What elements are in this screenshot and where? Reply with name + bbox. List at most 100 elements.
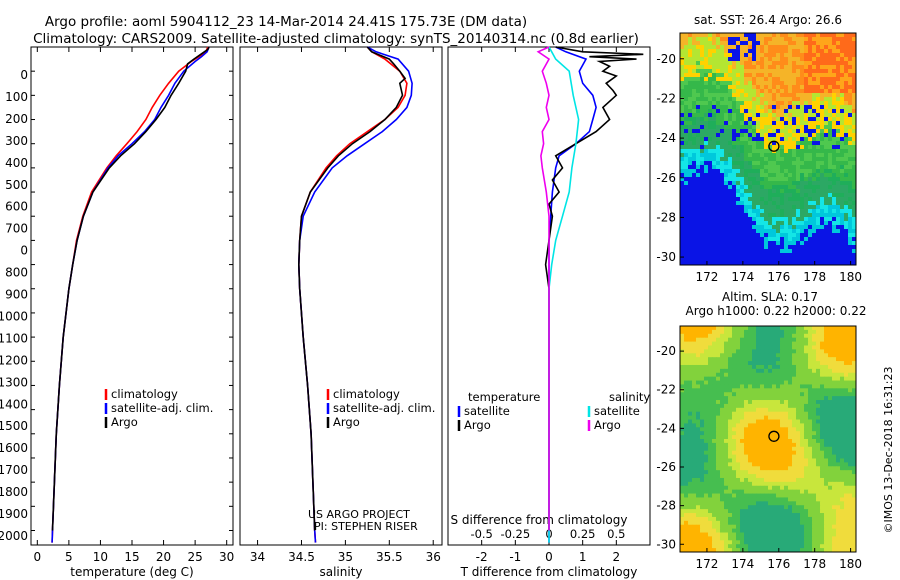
- map-cell: [736, 241, 741, 246]
- map-cell: [824, 125, 829, 130]
- map-cell: [748, 353, 753, 358]
- map-cell: [720, 133, 725, 138]
- map-cell: [720, 221, 725, 226]
- map-cell: [816, 423, 821, 428]
- map-cell: [800, 65, 805, 70]
- map-cell: [780, 333, 785, 339]
- map-cell: [772, 384, 777, 389]
- map-cell: [740, 376, 745, 381]
- map-cell: [832, 253, 837, 258]
- map-cell: [692, 61, 697, 66]
- map-cell: [788, 225, 793, 230]
- map-cell: [688, 481, 693, 487]
- map-cell: [720, 435, 725, 440]
- map-cell: [788, 520, 793, 526]
- map-cell: [808, 462, 813, 467]
- map-cell: [788, 372, 793, 378]
- map-cell: [800, 221, 805, 226]
- map-cell: [820, 403, 825, 409]
- map-cell: [764, 364, 769, 370]
- map-cell: [736, 470, 741, 475]
- map-cell: [844, 245, 849, 250]
- map-cell: [808, 153, 813, 158]
- map-cell: [820, 497, 825, 502]
- map-cell: [760, 509, 765, 514]
- map-cell: [824, 466, 829, 471]
- map-cell: [752, 353, 757, 358]
- map-cell: [708, 345, 713, 350]
- map-cell: [828, 388, 833, 393]
- map-cell: [772, 81, 777, 86]
- map-cell: [748, 442, 753, 448]
- map-cell: [696, 489, 701, 494]
- map-cell: [836, 520, 841, 526]
- map-cell: [684, 221, 689, 226]
- map-cell: [728, 97, 733, 102]
- map-cell: [732, 481, 737, 487]
- map-cell: [684, 45, 689, 50]
- map-cell: [764, 368, 769, 374]
- map-cell: [848, 105, 853, 110]
- map-cell: [760, 353, 765, 358]
- map-cell: [792, 513, 797, 518]
- map-cell: [800, 41, 805, 46]
- map-cell: [772, 141, 777, 146]
- map-cell: [728, 446, 733, 452]
- map-cell: [744, 133, 749, 138]
- map-cell: [720, 466, 725, 471]
- map-cell: [692, 439, 697, 444]
- map-cell: [800, 217, 805, 222]
- map-cell: [760, 109, 765, 114]
- map-cell: [796, 470, 801, 475]
- map-cell: [828, 161, 833, 166]
- map-cell: [696, 477, 701, 483]
- map-cell: [704, 368, 709, 374]
- map-cell: [696, 117, 701, 122]
- map-cell: [848, 65, 853, 70]
- map-cell: [784, 329, 789, 335]
- map-cell: [828, 396, 833, 401]
- map-cell: [816, 41, 821, 46]
- map-cell: [784, 173, 789, 178]
- map-cell: [736, 485, 741, 491]
- map-cell: [784, 129, 789, 134]
- map-cell: [824, 470, 829, 475]
- map-cell: [836, 233, 841, 238]
- map-cell: [784, 458, 789, 463]
- map-cell: [812, 380, 817, 385]
- map-cell: [764, 474, 769, 479]
- map-cell: [696, 257, 701, 262]
- map-cell: [776, 477, 781, 483]
- map-cell: [848, 53, 853, 58]
- map-cell: [752, 403, 757, 409]
- map-cell: [704, 419, 709, 424]
- map-cell: [776, 361, 781, 366]
- map-cell: [736, 257, 741, 262]
- map-cell: [732, 474, 737, 479]
- map-cell: [776, 117, 781, 122]
- map-cell: [820, 133, 825, 138]
- map-cell: [768, 454, 773, 459]
- map-cell: [732, 121, 737, 126]
- map-cell: [712, 257, 717, 262]
- map-cell: [716, 524, 721, 530]
- map-cell: [760, 501, 765, 506]
- map-cell: [716, 458, 721, 463]
- map-cell: [804, 477, 809, 483]
- map-cell: [772, 341, 777, 346]
- map-cell: [712, 477, 717, 483]
- map-cell: [780, 89, 785, 94]
- map-cell: [840, 462, 845, 467]
- map-cell: [796, 493, 801, 498]
- map-cell: [828, 117, 833, 122]
- map-cell: [704, 427, 709, 432]
- map-cell: [836, 439, 841, 444]
- map-cell: [800, 411, 805, 417]
- map-cell: [740, 329, 745, 335]
- map-cell: [712, 65, 717, 70]
- map-cell: [792, 245, 797, 250]
- map-cell: [776, 439, 781, 444]
- map-cell: [792, 431, 797, 436]
- map-cell: [800, 481, 805, 487]
- map-cell: [808, 337, 813, 342]
